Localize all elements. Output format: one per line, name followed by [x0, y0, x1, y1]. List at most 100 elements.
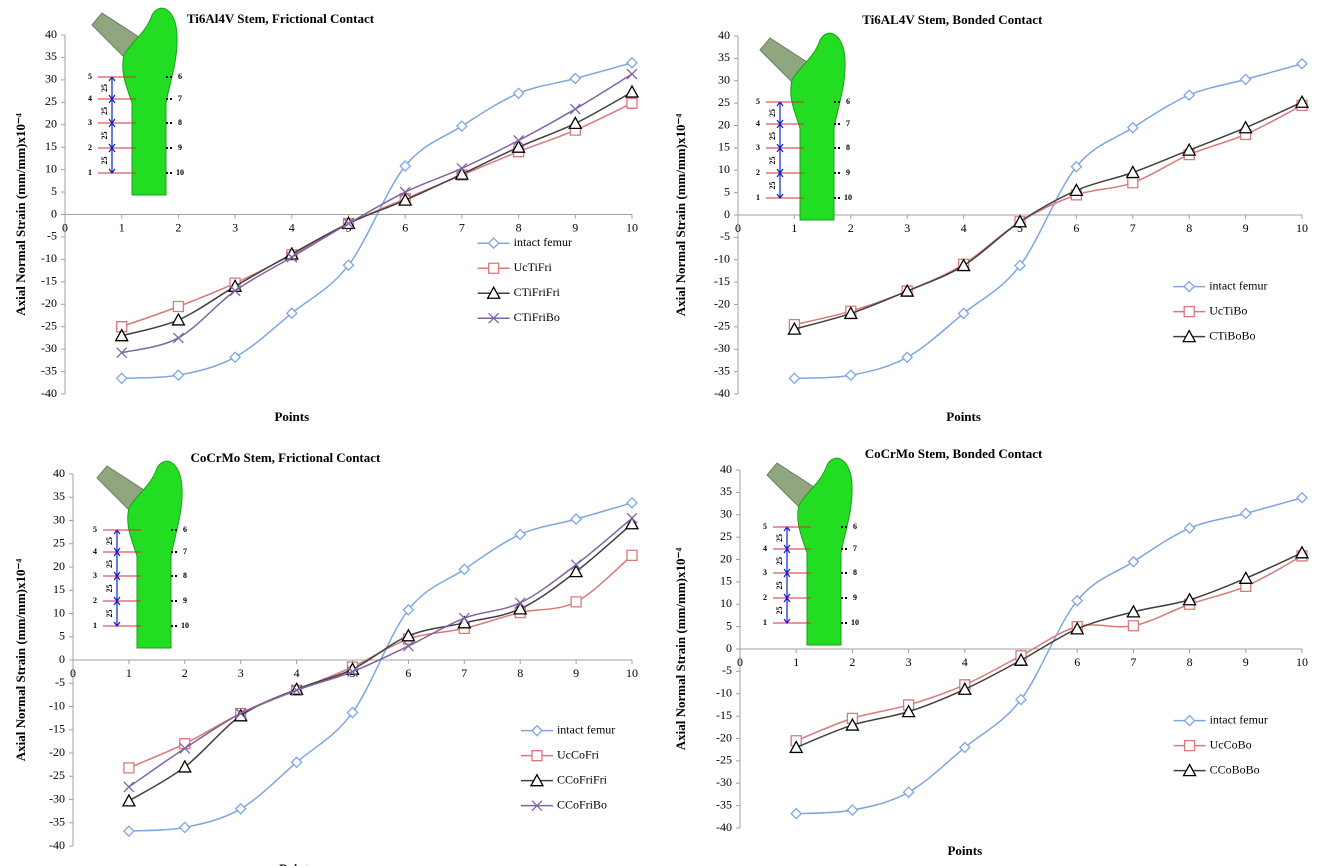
point-label: 9: [853, 593, 857, 602]
legend-label: UcCoBo: [1210, 737, 1252, 751]
x-tick-label: 3: [232, 220, 238, 234]
y-tick-label: 20: [720, 551, 732, 565]
femur-stem: [790, 32, 846, 221]
femur-stem: [122, 7, 178, 196]
point-label: 5: [88, 72, 92, 81]
marker: [122, 825, 135, 838]
series-line: [794, 63, 1303, 380]
marker: [235, 708, 247, 719]
marker: [1239, 507, 1252, 520]
y-tick-label: 10: [45, 161, 57, 175]
spacing-arrow: [113, 600, 121, 627]
x-tick-label: 9: [572, 220, 578, 234]
legend-marker: [487, 237, 500, 250]
x-tick-label: 10: [626, 666, 638, 680]
y-tick-label: -20: [716, 730, 732, 744]
spacing-label: 25: [100, 132, 109, 140]
y-tick-label: 35: [720, 484, 732, 498]
y-tick-label: 30: [45, 72, 57, 86]
spacing-arrow: [108, 98, 116, 124]
femur-stem: [797, 457, 853, 646]
y-tick-label: 40: [53, 466, 65, 480]
y-tick-label: -15: [714, 274, 730, 288]
y-axis-title: Axial Normal Strain (mm/mm)x10⁻⁴: [13, 559, 28, 762]
marker: [1013, 652, 1029, 666]
x-tick-label: 0: [62, 220, 68, 234]
point-label: 3: [88, 118, 92, 127]
marker: [1014, 259, 1026, 272]
marker: [514, 597, 526, 609]
point-label: 2: [763, 593, 767, 602]
series-line: [796, 497, 1303, 815]
point-label: 4: [93, 547, 97, 556]
x-axis-title: Points: [279, 861, 314, 866]
marker: [177, 759, 192, 773]
marker: [1182, 592, 1197, 606]
marker: [570, 596, 582, 608]
legend-label: CCoFriFri: [557, 772, 608, 786]
y-tick-label: 0: [51, 206, 57, 220]
legend-label: intact femur: [1209, 278, 1267, 292]
x-tick-label: 8: [517, 666, 523, 680]
marker: [1294, 545, 1310, 559]
chart-title: Ti6AL4V Stem, Bonded Contact: [862, 12, 1043, 27]
series-line: [128, 502, 633, 832]
marker: [347, 666, 358, 678]
spacing-label: 25: [105, 610, 114, 618]
y-tick-label: 15: [45, 139, 57, 153]
marker: [624, 516, 640, 530]
y-tick-label: 0: [59, 652, 65, 666]
y-tick-label: -5: [47, 229, 57, 243]
x-tick-label: 1: [126, 666, 132, 680]
x-tick-label: 7: [1130, 221, 1136, 235]
marker: [1294, 94, 1310, 108]
marker: [1127, 620, 1140, 632]
y-tick-label: -40: [716, 820, 732, 834]
x-tick-label: 3: [906, 655, 912, 669]
point-label: 10: [851, 618, 859, 627]
spacing-label: 25: [768, 182, 777, 190]
y-tick-label: 20: [53, 559, 65, 573]
marker: [626, 512, 638, 524]
point-label: 8: [178, 118, 182, 127]
y-tick-label: -30: [714, 341, 730, 355]
point-label: 3: [756, 143, 760, 152]
point-label: 2: [88, 143, 92, 152]
y-tick-label: -40: [714, 386, 730, 400]
x-axis-title: Points: [947, 843, 982, 858]
x-tick-label: 10: [1296, 655, 1308, 669]
marker: [626, 549, 638, 562]
marker: [1182, 142, 1197, 156]
marker: [123, 762, 135, 774]
legend-label: UcTiFri: [514, 260, 553, 274]
series-line: [794, 101, 1303, 330]
y-tick-label: 25: [45, 94, 57, 108]
point-label: 1: [88, 168, 92, 177]
y-tick-label: 25: [53, 536, 65, 550]
y-tick-label: 30: [720, 507, 732, 521]
series-line: [121, 91, 633, 337]
y-tick-label: -15: [716, 708, 732, 722]
x-tick-label: 9: [1243, 221, 1249, 235]
marker: [458, 563, 471, 576]
marker: [957, 681, 972, 695]
y-tick-label: -40: [49, 838, 65, 852]
marker: [1239, 73, 1252, 86]
marker: [846, 804, 859, 817]
spacing-arrow: [108, 76, 116, 100]
spacing-arrow: [113, 529, 121, 553]
point-label: 5: [763, 522, 767, 531]
spacing-arrow: [783, 597, 791, 624]
marker: [1069, 183, 1084, 197]
point-label: 7: [183, 547, 187, 556]
marker: [1015, 693, 1027, 706]
marker: [342, 259, 355, 272]
x-tick-label: 7: [461, 666, 467, 680]
marker: [1183, 522, 1196, 535]
marker: [1238, 120, 1253, 134]
x-tick-label: 2: [175, 220, 181, 234]
y-tick-label: 15: [720, 574, 732, 588]
marker: [1127, 177, 1139, 189]
marker: [398, 192, 413, 206]
